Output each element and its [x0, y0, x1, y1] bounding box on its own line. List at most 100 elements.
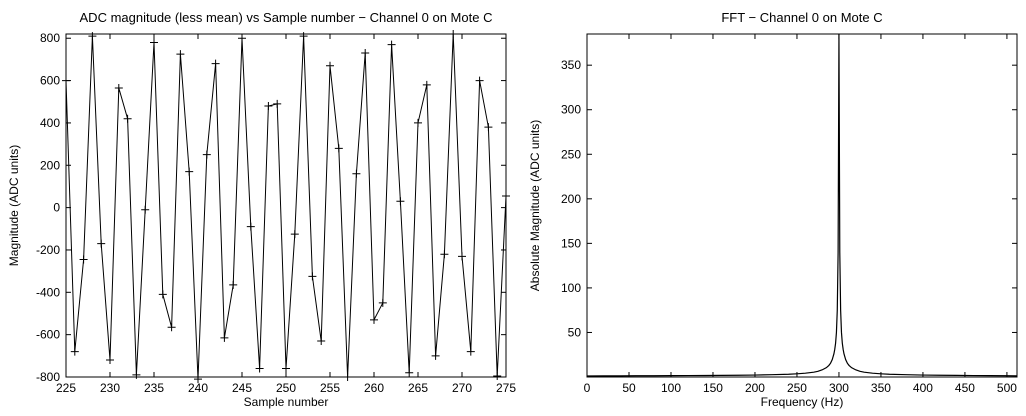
adc-data-point — [308, 272, 317, 281]
adc-data-point — [238, 34, 246, 43]
adc-x-tick-label: 245 — [232, 381, 252, 395]
adc-data-point — [361, 49, 370, 58]
fft-x-tick-label: 50 — [622, 381, 636, 395]
fft-x-tick-label: 250 — [787, 381, 807, 395]
adc-data-point — [370, 315, 378, 324]
adc-data-point — [141, 205, 150, 214]
adc-x-tick-label: 240 — [188, 381, 208, 395]
adc-data-point — [502, 191, 510, 200]
adc-data-point — [264, 101, 273, 110]
fft-y-tick-label: 300 — [561, 103, 581, 117]
adc-data-point — [106, 356, 114, 365]
adc-data-point — [114, 83, 123, 92]
fft-y-axis-label: Absolute Magnitude (ADC units) — [528, 120, 542, 291]
adc-data-point — [246, 222, 255, 231]
adc-x-axis-label: Sample number — [244, 395, 329, 409]
adc-data-point — [317, 337, 326, 346]
adc-data-point — [466, 347, 475, 356]
adc-data-point — [431, 351, 440, 360]
fft-y-tick-label: 200 — [561, 192, 581, 206]
adc-data-point — [97, 239, 106, 248]
adc-y-tick-label: 200 — [40, 158, 60, 172]
adc-y-tick-label: -200 — [36, 243, 60, 257]
adc-data-point — [79, 255, 88, 264]
adc-data-point — [414, 118, 422, 127]
adc-data-point — [150, 38, 158, 47]
adc-x-tick-label: 275 — [496, 381, 516, 395]
adc-y-tick-label: 400 — [40, 116, 60, 130]
adc-data-point — [273, 99, 282, 108]
fft-x-tick-label: 150 — [703, 381, 723, 395]
adc-data-point — [334, 144, 343, 153]
fft-chart: 0 50 100 150 200 250 300 350 400 450 500 50 100 150 20… — [528, 10, 1018, 409]
adc-data-point — [475, 76, 484, 85]
adc-data-point — [194, 375, 202, 384]
adc-y-tick-label: -600 — [36, 328, 60, 342]
adc-data-point — [282, 364, 290, 373]
adc-data-point — [440, 250, 449, 259]
fft-x-axis-label: Frequency (Hz) — [761, 395, 844, 409]
fft-y-tick-label: 50 — [568, 325, 582, 339]
adc-plot-frame — [65, 33, 507, 378]
fft-ticks: 0 50 100 150 200 250 300 350 400 450 500 50 100 150 20… — [561, 34, 1017, 395]
adc-data-point — [378, 298, 387, 307]
adc-y-tick-label: 800 — [40, 31, 60, 45]
adc-data-point — [176, 50, 185, 59]
adc-data-point — [220, 333, 229, 342]
adc-data-point — [123, 114, 132, 123]
adc-data-point — [211, 59, 220, 68]
adc-series-markers — [62, 30, 510, 384]
adc-data-point — [229, 280, 238, 289]
adc-x-tick-label: 230 — [100, 381, 120, 395]
adc-x-tick-label: 265 — [408, 381, 428, 395]
adc-y-tick-label: -800 — [36, 370, 60, 384]
adc-x-tick-label: 235 — [144, 381, 164, 395]
fft-plot-frame — [586, 33, 1018, 378]
adc-y-tick-label: 600 — [40, 74, 60, 88]
adc-x-tick-label: 260 — [364, 381, 384, 395]
fft-x-tick-label: 500 — [997, 381, 1017, 395]
fft-y-tick-label: 150 — [561, 236, 581, 250]
adc-data-point — [405, 368, 414, 377]
adc-x-tick-label: 250 — [276, 381, 296, 395]
adc-y-axis-label: Magnitude (ADC units) — [7, 145, 21, 266]
adc-y-tick-label: 0 — [53, 201, 60, 215]
adc-data-point — [458, 252, 466, 261]
adc-x-tick-label: 255 — [320, 381, 340, 395]
adc-data-point — [158, 290, 167, 299]
adc-data-point — [290, 230, 299, 239]
adc-y-tick-label: -400 — [36, 285, 60, 299]
fft-x-tick-label: 0 — [584, 381, 591, 395]
adc-data-point — [255, 364, 264, 373]
adc-data-point — [202, 150, 211, 159]
adc-ticks: 225 230 235 240 245 250 255 260 265 270 275 -800 -60… — [36, 31, 516, 395]
adc-data-point — [422, 80, 431, 89]
adc-data-point — [62, 76, 70, 85]
fft-y-tick-label: 350 — [561, 58, 581, 72]
fft-x-tick-label: 300 — [829, 381, 849, 395]
adc-data-point — [185, 167, 194, 176]
adc-data-point — [70, 347, 79, 356]
adc-chart-title: ADC magnitude (less mean) vs Sample numb… — [80, 10, 493, 25]
adc-data-point — [352, 169, 361, 178]
adc-x-tick-label: 270 — [452, 381, 472, 395]
fft-x-tick-label: 100 — [661, 381, 681, 395]
adc-magnitude-chart: 225 230 235 240 245 250 255 260 265 270 275 -800 -60… — [7, 10, 516, 409]
fft-x-tick-label: 350 — [871, 381, 891, 395]
adc-data-point — [88, 32, 97, 41]
adc-data-point — [484, 123, 493, 132]
adc-data-point — [449, 30, 458, 38]
adc-data-point — [132, 370, 141, 379]
adc-data-point — [387, 40, 396, 49]
fft-x-tick-label: 400 — [913, 381, 933, 395]
fft-y-tick-label: 100 — [561, 281, 581, 295]
fft-x-tick-label: 450 — [955, 381, 975, 395]
fft-x-tick-label: 200 — [745, 381, 765, 395]
adc-data-point — [396, 197, 405, 206]
adc-data-point — [326, 61, 334, 70]
adc-data-point — [343, 373, 352, 381]
adc-data-point — [493, 371, 502, 380]
adc-data-point — [167, 323, 176, 332]
fft-y-tick-label: 250 — [561, 147, 581, 161]
